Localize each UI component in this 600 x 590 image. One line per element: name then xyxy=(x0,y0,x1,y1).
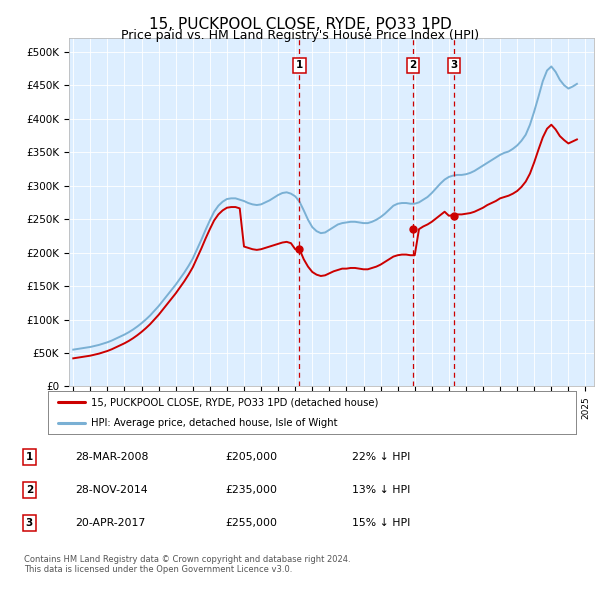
Text: 15, PUCKPOOL CLOSE, RYDE, PO33 1PD: 15, PUCKPOOL CLOSE, RYDE, PO33 1PD xyxy=(149,17,451,31)
Text: 3: 3 xyxy=(26,519,33,528)
Text: 15, PUCKPOOL CLOSE, RYDE, PO33 1PD (detached house): 15, PUCKPOOL CLOSE, RYDE, PO33 1PD (deta… xyxy=(91,397,379,407)
Text: £235,000: £235,000 xyxy=(225,486,277,495)
Text: HPI: Average price, detached house, Isle of Wight: HPI: Average price, detached house, Isle… xyxy=(91,418,338,428)
Text: 13% ↓ HPI: 13% ↓ HPI xyxy=(352,486,410,495)
Text: 28-NOV-2014: 28-NOV-2014 xyxy=(76,486,148,495)
Text: £205,000: £205,000 xyxy=(225,453,277,462)
Text: 15% ↓ HPI: 15% ↓ HPI xyxy=(352,519,410,528)
Text: 3: 3 xyxy=(451,60,458,70)
Text: Price paid vs. HM Land Registry's House Price Index (HPI): Price paid vs. HM Land Registry's House … xyxy=(121,30,479,42)
Text: 1: 1 xyxy=(26,453,33,462)
Text: £255,000: £255,000 xyxy=(225,519,277,528)
Text: 20-APR-2017: 20-APR-2017 xyxy=(76,519,146,528)
Text: 22% ↓ HPI: 22% ↓ HPI xyxy=(352,453,410,462)
Text: 2: 2 xyxy=(410,60,417,70)
Text: Contains HM Land Registry data © Crown copyright and database right 2024.
This d: Contains HM Land Registry data © Crown c… xyxy=(24,555,350,574)
Text: 28-MAR-2008: 28-MAR-2008 xyxy=(76,453,149,462)
Text: 2: 2 xyxy=(26,486,33,495)
Text: 1: 1 xyxy=(296,60,303,70)
